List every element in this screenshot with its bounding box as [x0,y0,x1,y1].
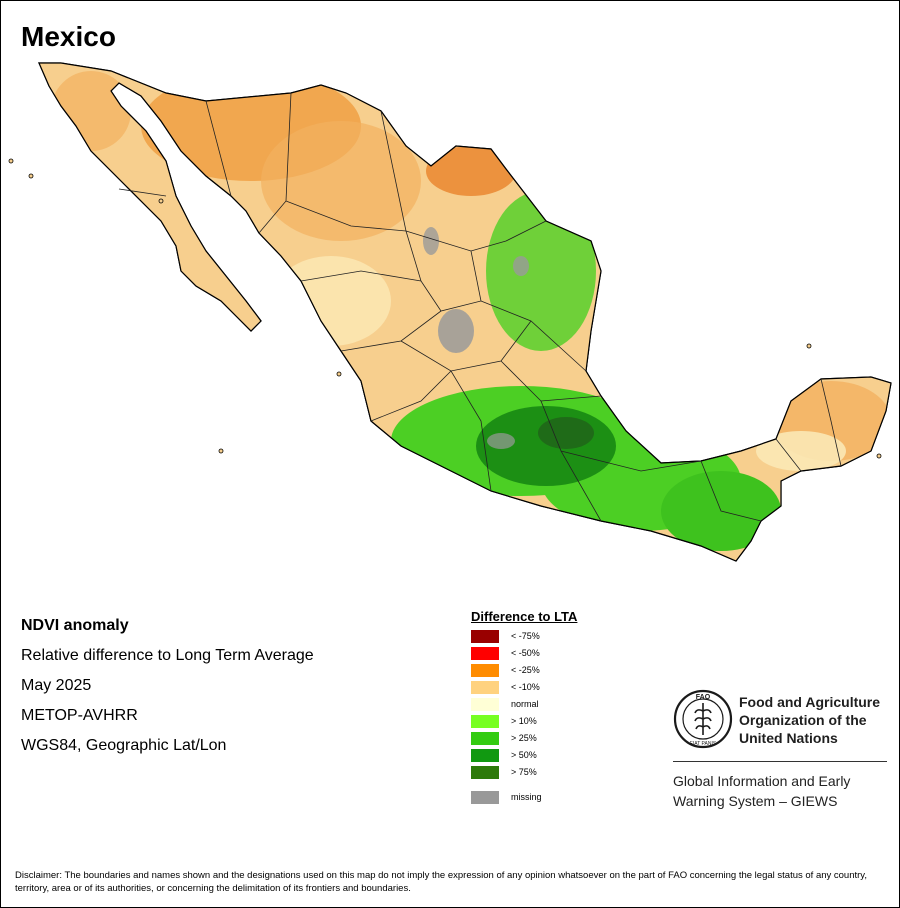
fao-name-line1: Food and Agriculture [739,694,881,710]
legend-swatch [471,749,499,762]
product-description: Relative difference to Long Term Average [21,647,314,664]
legend-label: > 50% [511,750,537,760]
fao-logo-icon: FAO FIAT PANIS [673,689,733,749]
islands [8,158,882,459]
projection: WGS84, Geographic Lat/Lon [21,737,227,754]
divider [673,761,887,762]
fao-name-line2: Organization of the [739,712,867,728]
legend-item: > 10% [471,713,651,730]
page-title: Mexico [21,21,116,52]
legend-item-missing: missing [471,789,651,806]
legend-item: < -50% [471,645,651,662]
legend-swatch [471,630,499,643]
legend-label: < -25% [511,665,540,675]
legend-swatch [471,732,499,745]
legend-label: normal [511,699,539,709]
legend-item: > 25% [471,730,651,747]
legend-item: > 50% [471,747,651,764]
map-info: NDVI anomaly Relative difference to Long… [21,615,314,765]
giews-line1: Global Information and Early [673,773,851,789]
legend-item: < -10% [471,679,651,696]
legend-label: < -75% [511,631,540,641]
legend-item: < -25% [471,662,651,679]
legend-swatch [471,791,499,804]
svg-text:FIAT PANIS: FIAT PANIS [690,741,717,747]
svg-text:FAO: FAO [696,694,711,701]
fao-name: Food and Agriculture Organization of the… [739,693,889,747]
legend-title: Difference to LTA [471,609,578,624]
legend-swatch [471,647,499,660]
state-boundaries [118,92,842,522]
legend-item: normal [471,696,651,713]
giews-line2: Warning System – GIEWS [673,793,838,809]
legend-swatch [471,766,499,779]
period: May 2025 [21,677,92,694]
legend-swatch [471,681,499,694]
legend-label: > 75% [511,767,537,777]
legend-swatch [471,698,499,711]
giews-name: Global Information and Early Warning Sys… [673,771,893,811]
legend-label: missing [511,792,542,802]
fao-name-line3: United Nations [739,730,838,746]
product-name: NDVI anomaly [21,617,129,634]
legend-item: > 75% [471,764,651,781]
legend-label: > 10% [511,716,537,726]
legend-label: < -10% [511,682,540,692]
legend-swatch [471,664,499,677]
legend-swatch [471,715,499,728]
anomaly-zones [39,63,891,561]
legend: Difference to LTA < -75% < -50% < -25% < -1… [471,609,651,806]
sensor: METOP-AVHRR [21,707,138,724]
ndvi-anomaly-map [8,62,892,562]
legend-item: < -75% [471,628,651,645]
legend-label: < -50% [511,648,540,658]
disclaimer: Disclaimer: The boundaries and names sho… [15,870,867,894]
legend-label: > 25% [511,733,537,743]
